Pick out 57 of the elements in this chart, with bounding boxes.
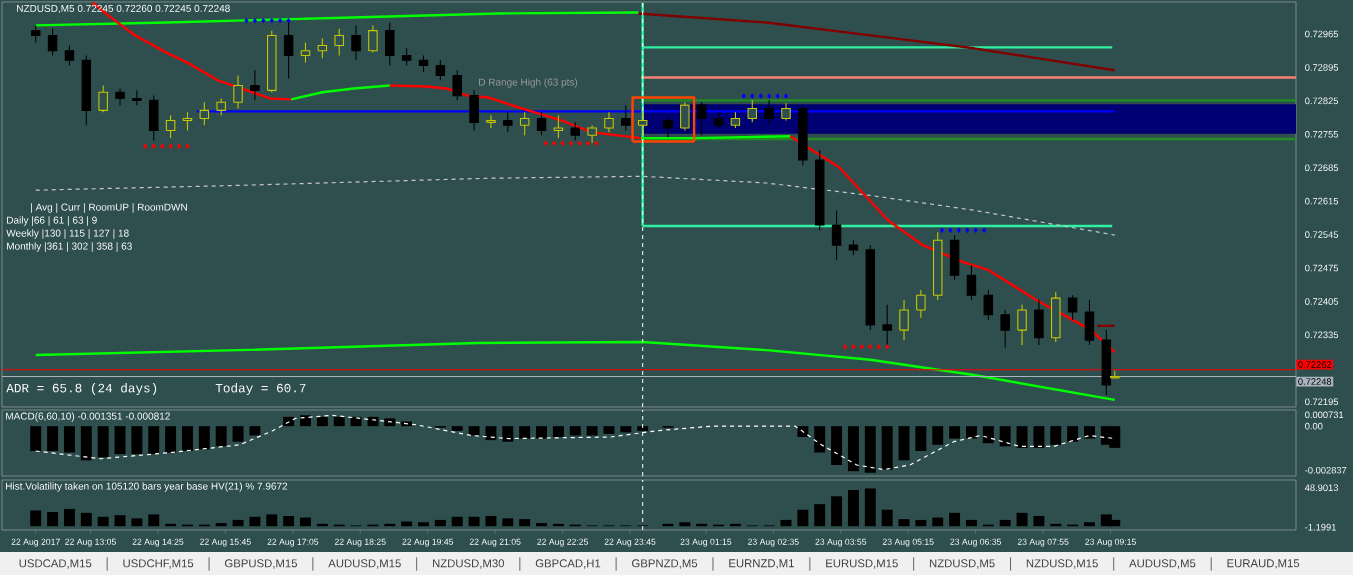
text: NZDUSD,M30 — [432, 559, 505, 569]
y-tick-label: -0.002837 — [1305, 466, 1347, 474]
text: NZDUSD,M15 — [1026, 559, 1098, 569]
x-tick-label: 23 Aug 01:15 — [680, 538, 732, 547]
x-tick-label: 23 Aug 02:35 — [748, 538, 799, 547]
annotation: Daily |66 | 61 | 63 | 9 — [7, 216, 97, 226]
text: EURUSD,M15 — [826, 559, 898, 569]
text: NZDUSD,M5 — [929, 559, 995, 569]
x-tick-label: 23 Aug 06:35 — [950, 538, 1002, 547]
x-tick-label: 22 Aug 17:05 — [267, 538, 319, 547]
ref-line-label: 0.72248 — [1298, 378, 1332, 385]
x-tick-label: 22 Aug 22:25 — [537, 538, 588, 547]
annotation: D Range High (63 pts) — [479, 78, 578, 88]
x-tick-label: 22 Aug 23:45 — [604, 538, 656, 547]
y-tick-label: 0.72475 — [1305, 264, 1339, 272]
y-tick-label: 0.72615 — [1305, 197, 1339, 205]
text: USDCHF,M15 — [123, 559, 194, 569]
x-tick-label: 22 Aug 18:25 — [334, 538, 386, 547]
y-tick-label: 48.9013 — [1304, 484, 1339, 492]
annotation: | Avg | Curr | RoomUP | RoomDWN — [31, 203, 187, 213]
text: USDCAD,M15 — [19, 559, 92, 569]
x-tick-label: 22 Aug 2017 — [11, 538, 60, 547]
y-tick-label: 0.72755 — [1305, 131, 1339, 138]
y-tick-label: 0.72965 — [1305, 30, 1339, 38]
annotation: ADR = 65.8 (24 days) — [6, 383, 157, 395]
text: GBPNZD,M5 — [632, 559, 698, 569]
x-tick-label: 22 Aug 19:45 — [402, 538, 454, 547]
x-tick-label: 23 Aug 07:55 — [1017, 538, 1069, 547]
annotation: Weekly |130 | 115 | 127 | 18 — [6, 229, 129, 239]
y-tick-label: 0.72405 — [1305, 298, 1339, 305]
x-tick-label: 23 Aug 03:55 — [815, 538, 867, 547]
y-tick-label: 0.72825 — [1305, 97, 1339, 105]
x-tick-label: 23 Aug 09:15 — [1085, 538, 1136, 547]
x-tick-label: 22 Aug 21:05 — [469, 538, 521, 547]
chart-title: MACD(6,60,10) -0.001351 -0.000812 — [6, 412, 170, 422]
ref-line-label: 0.72262 — [1298, 361, 1332, 368]
text: GBPUSD,M15 — [225, 559, 298, 569]
x-tick-label: 22 Aug 15:45 — [200, 538, 251, 547]
text: GBPCAD,H1 — [535, 559, 601, 569]
annotation: Monthly |361 | 302 | 358 | 63 — [7, 242, 132, 252]
x-tick-label: 22 Aug 13:05 — [65, 538, 116, 547]
text: EURNZD,M1 — [729, 559, 794, 569]
text: AUDUSD,M15 — [328, 559, 401, 569]
y-tick-label: 0.72195 — [1305, 398, 1339, 406]
y-tick-label: -1.1991 — [1305, 523, 1336, 531]
x-tick-label: 22 Aug 14:25 — [132, 538, 184, 547]
annotation: Today = 60.7 — [215, 383, 306, 395]
y-tick-label: 0.72335 — [1305, 331, 1339, 339]
text: AUDUSD,M5 — [1129, 559, 1196, 569]
x-tick-label: 23 Aug 05:15 — [882, 538, 934, 547]
text: EURAUD,M15 — [1227, 559, 1300, 569]
chart-title: Hist.Volatility taken on 105120 bars year base HV(21) % 7.9672 — [6, 482, 288, 492]
y-tick-label: 0.72895 — [1305, 64, 1339, 71]
y-tick-label: 0.00 — [1305, 422, 1323, 430]
y-tick-label: 0.72685 — [1305, 164, 1339, 172]
y-tick-label: 0.000731 — [1305, 411, 1344, 419]
y-tick-label: 0.72545 — [1305, 231, 1339, 238]
